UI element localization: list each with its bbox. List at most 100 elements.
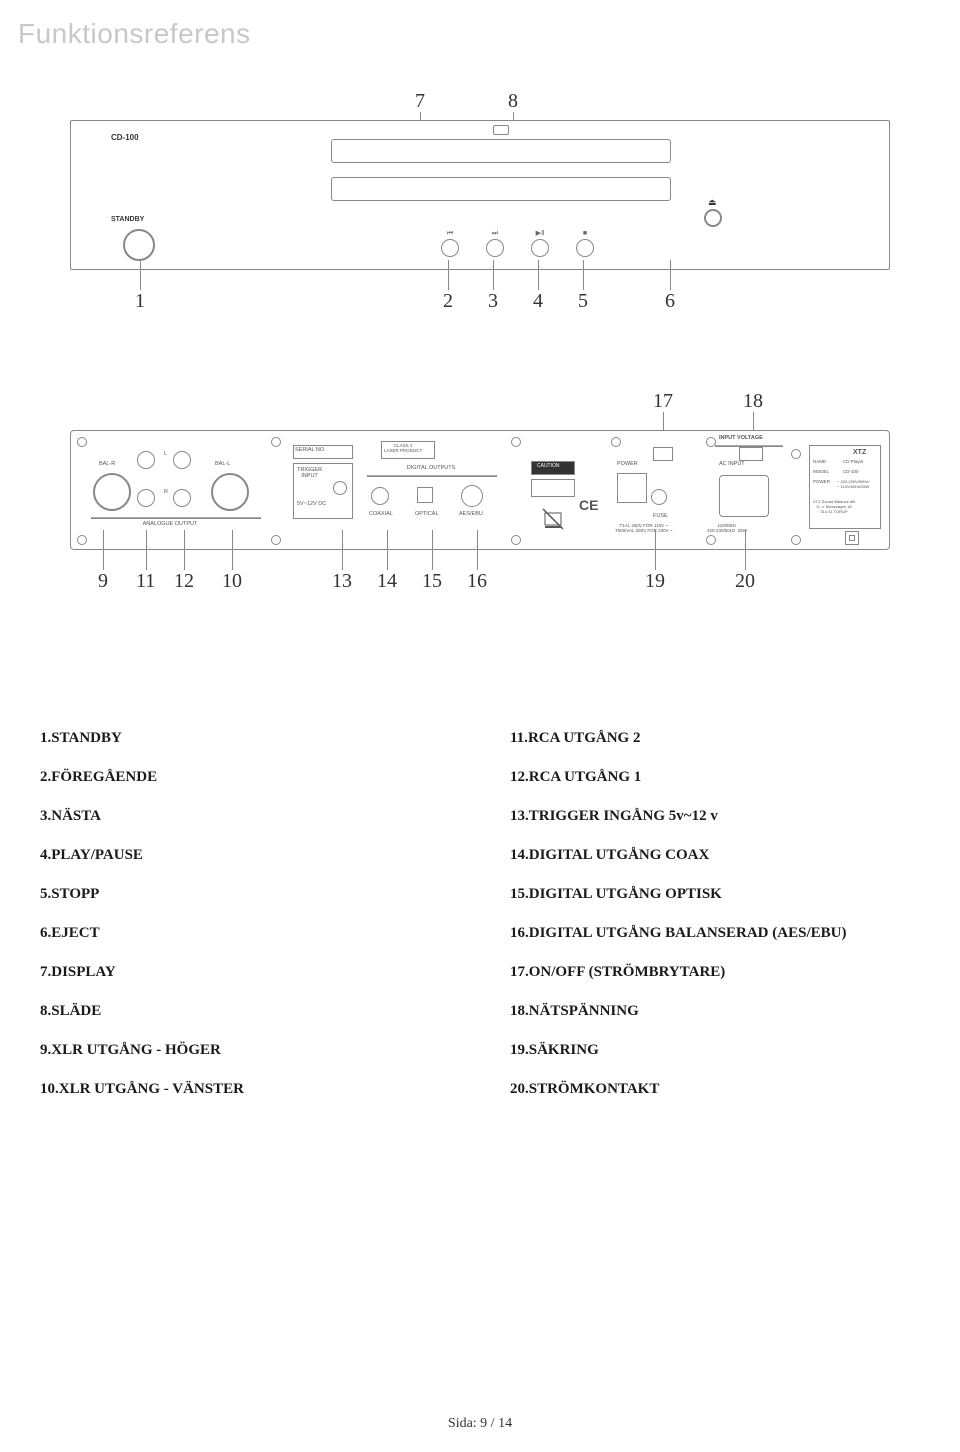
list-text: RCA UTGÅNG 1 [529, 769, 642, 785]
leader-line [477, 530, 478, 570]
list-item: 20. STRÖMKONTAKT [510, 1081, 920, 1098]
callout-number: 15 [422, 570, 442, 593]
leader-line [493, 260, 494, 290]
list-number: 13. [510, 808, 529, 825]
screw-icon [706, 535, 716, 545]
screw-icon [791, 449, 801, 459]
callout-number: 6 [665, 290, 675, 313]
label-digital: DIGITAL OUTPUTS [381, 465, 481, 471]
stop-button-icon [576, 239, 594, 257]
list-text: NÄSTA [51, 808, 101, 824]
callout-number: 4 [533, 290, 543, 313]
divider [367, 475, 497, 477]
screw-icon [271, 535, 281, 545]
eject-glyph: ⏏ [708, 197, 717, 208]
list-text: XLR UTGÅNG - HÖGER [51, 1042, 221, 1058]
page-footer: Sida: 9 / 14 [0, 1416, 960, 1432]
list-number: 7. [40, 964, 51, 981]
list-text: FÖREGÅENDE [51, 769, 157, 785]
list-item: 1. STANDBY [40, 730, 450, 747]
front-panel: CD-100 STANDBY ⏮ ⏭ ▶Ⅱ ■ ⏏ [70, 120, 890, 270]
label-r: R [164, 489, 168, 495]
play-button-icon [531, 239, 549, 257]
list-item: 5. STOPP [40, 886, 450, 903]
list-text: STANDBY [51, 730, 122, 746]
next-button-icon [486, 239, 504, 257]
list-text: EJECT [51, 925, 99, 941]
label-pwr-v: ~ 220-230V/50Hz/ ~ 110V/60Hz/25W [837, 479, 869, 489]
list-number: 18. [510, 1003, 529, 1020]
caution-panel [531, 479, 575, 497]
list-text: NÄTSPÄNNING [529, 1003, 639, 1019]
prev-glyph: ⏮ [441, 229, 459, 238]
callout-number: 16 [467, 570, 487, 593]
left-list: 1. STANDBY2. FÖREGÅENDE3. NÄSTA4. PLAY/P… [40, 730, 450, 1120]
callout-number: 8 [508, 90, 518, 113]
label-optical: OPTICAL [415, 511, 439, 517]
list-item: 18. NÄTSPÄNNING [510, 1003, 920, 1020]
list-item: 14. DIGITAL UTGÅNG COAX [510, 847, 920, 864]
reference-lists: 1. STANDBY2. FÖREGÅENDE3. NÄSTA4. PLAY/P… [40, 730, 920, 1120]
list-number: 11. [510, 730, 528, 747]
label-coaxial: COAXIAL [369, 511, 393, 517]
leader-line [146, 530, 147, 570]
label-model-v: CD-100 [843, 469, 859, 474]
screw-icon [77, 535, 87, 545]
label-freq: 110/60Hz 220-230/50Hz 25W [707, 523, 747, 533]
list-number: 17. [510, 964, 529, 981]
list-item: 3. NÄSTA [40, 808, 450, 825]
list-text: ON/OFF (STRÖMBRYTARE) [529, 964, 726, 980]
xlr-l-icon [211, 473, 249, 511]
list-item: 17. ON/OFF (STRÖMBRYTARE) [510, 964, 920, 981]
list-text: RCA UTGÅNG 2 [528, 730, 641, 746]
front-panel-diagram: 78 CD-100 STANDBY ⏮ ⏭ ▶Ⅱ ■ ⏏ 123456 [70, 90, 890, 330]
callout-number: 11 [136, 570, 155, 593]
label-name-v: CD Player [843, 459, 864, 464]
trigger-jack-icon [333, 481, 347, 495]
list-number: 6. [40, 925, 51, 942]
label-class1: CLASS 1 LASER PRODUCT [384, 443, 422, 453]
label-pwr: POWER [813, 479, 830, 484]
list-item: 11. RCA UTGÅNG 2 [510, 730, 920, 747]
leader-line [184, 530, 185, 570]
voltage-selector-icon [739, 447, 763, 461]
power-switch-icon [617, 473, 647, 503]
label-l: L [164, 451, 167, 457]
label-input-voltage: INPUT VOLTAGE [719, 435, 763, 441]
xlr-r-icon [93, 473, 131, 511]
list-number: 12. [510, 769, 529, 786]
rca-r1-icon [173, 489, 191, 507]
label-fuse: FUSE [653, 513, 668, 519]
callout-number: 18 [743, 390, 763, 413]
list-text: SLÄDE [51, 1003, 101, 1019]
label-trigger-v: 5V~12V DC [297, 501, 326, 507]
callout-number: 7 [415, 90, 425, 113]
stop-glyph: ■ [576, 229, 594, 237]
right-list: 11. RCA UTGÅNG 2 12. RCA UTGÅNG 1 13. TRIG… [510, 730, 920, 1120]
leader-line [448, 260, 449, 290]
callout-number: 5 [578, 290, 588, 313]
leader-line [342, 530, 343, 570]
list-text: XLR UTGÅNG - VÄNSTER [59, 1081, 244, 1097]
leader-line [103, 530, 104, 570]
callout-number: 12 [174, 570, 194, 593]
rca-l2-icon [137, 451, 155, 469]
list-item: 13. TRIGGER INGÅNG 5v~12 v [510, 808, 920, 825]
list-item: 7. DISPLAY [40, 964, 450, 981]
label-standby: STANDBY [111, 216, 144, 223]
list-item: 10. XLR UTGÅNG - VÄNSTER [40, 1081, 450, 1098]
list-number: 5. [40, 886, 51, 903]
list-text: DIGITAL UTGÅNG OPTISK [529, 886, 722, 902]
leader-line [432, 530, 433, 570]
screw-icon [511, 437, 521, 447]
list-number: 3. [40, 808, 51, 825]
rca-r2-icon [137, 489, 155, 507]
leader-line [538, 260, 539, 290]
list-number: 2. [40, 769, 51, 786]
play-glyph: ▶Ⅱ [531, 229, 549, 237]
callout-number: 20 [735, 570, 755, 593]
list-number: 1. [40, 730, 51, 747]
label-bal-l: BAL-L [215, 461, 230, 467]
list-text: DIGITAL UTGÅNG BALANSERAD (AES/EBU) [529, 925, 847, 941]
list-item: 16. DIGITAL UTGÅNG BALANSERAD (AES/EBU) [510, 925, 920, 942]
